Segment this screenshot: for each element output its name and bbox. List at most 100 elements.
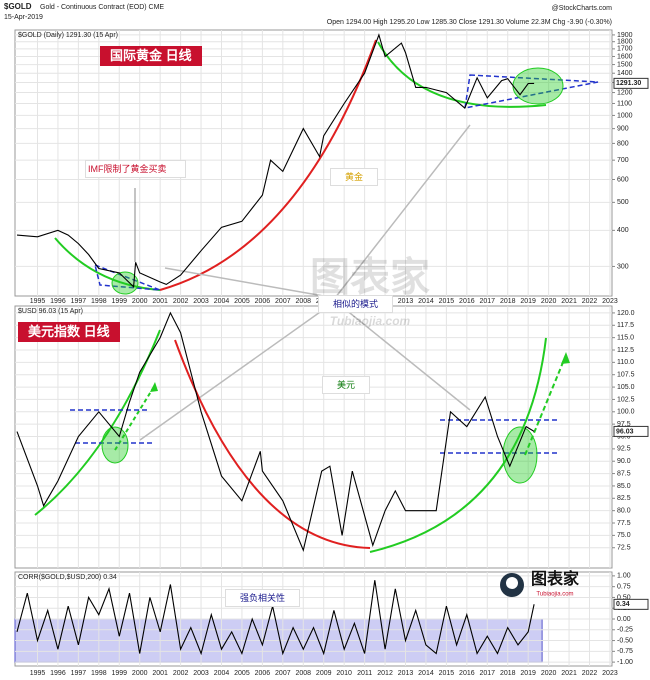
x-tick-label: 1998: [91, 298, 107, 305]
source: @StockCharts.com: [552, 5, 613, 12]
annotation: 美元: [322, 376, 371, 394]
x-tick-label: 2020: [541, 670, 557, 677]
x-tick-label: 2017: [479, 298, 495, 305]
last-value-label: 0.34: [616, 601, 630, 608]
highlight: [101, 426, 129, 464]
x-tick-label: 2015: [439, 298, 455, 305]
x-tick-label: 2019: [520, 670, 536, 677]
x-tick-label: 2008: [295, 298, 311, 305]
trend-curve: [159, 39, 377, 291]
y-tick-label: 72.5: [617, 545, 631, 552]
x-tick-label: 2008: [295, 670, 311, 677]
x-tick-label: 1999: [111, 298, 127, 305]
trend-curve: [377, 41, 547, 108]
x-tick-label: 2000: [132, 298, 148, 305]
y-tick-label: 110.0: [617, 359, 634, 366]
x-tick-label: 2006: [255, 670, 271, 677]
annotation: 相似的模式: [318, 295, 394, 313]
y-tick-label: 115.0: [617, 334, 634, 341]
y-tick-label: 90.0: [617, 458, 631, 465]
logo-icon: [506, 577, 518, 589]
watermark-sub: Tubiaojia.com: [330, 314, 411, 328]
legend: $USD 96.03 (15 Apr): [18, 308, 83, 315]
logo: 图表家: [531, 569, 580, 588]
x-tick-label: 2012: [377, 670, 393, 677]
x-tick-label: 2004: [214, 298, 230, 305]
x-tick-label: 1995: [30, 298, 46, 305]
arrow-head: [561, 352, 570, 364]
y-tick-label: 1000: [617, 112, 633, 119]
pointer: [139, 124, 471, 441]
x-tick-label: 2005: [234, 298, 250, 305]
symbol: $GOLD: [4, 2, 32, 11]
y-tick-label: 1900: [617, 32, 633, 39]
annotation: IMF限制了黄金买卖: [85, 160, 186, 178]
y-tick-label: 1200: [617, 89, 633, 96]
arrow-head: [150, 382, 158, 392]
y-tick-label: 117.5: [617, 322, 634, 329]
y-tick-label: 0.00: [617, 616, 631, 623]
x-tick-label: 2018: [500, 298, 516, 305]
instrument-name: Gold - Continuous Contract (EOD) CME: [40, 4, 164, 11]
x-tick-label: 2016: [459, 670, 475, 677]
x-tick-label: 2021: [561, 298, 577, 305]
last-value-label: 1291.30: [616, 80, 641, 87]
x-tick-label: 1997: [71, 298, 87, 305]
y-tick-label: 800: [617, 140, 629, 147]
x-tick-label: 1996: [50, 670, 66, 677]
x-tick-label: 2013: [398, 670, 414, 677]
y-tick-label: 0.75: [617, 584, 631, 591]
x-tick-label: 1999: [111, 670, 127, 677]
watermark: 图表家: [310, 256, 430, 300]
x-tick-label: 2017: [479, 670, 495, 677]
y-tick-label: 1800: [617, 39, 633, 46]
x-tick-label: 2019: [520, 298, 536, 305]
x-tick-label: 2022: [582, 670, 598, 677]
y-tick-label: 1.00: [617, 573, 631, 580]
x-tick-label: 2023: [602, 298, 618, 305]
overlays: [34, 39, 599, 553]
x-tick-label: 2016: [459, 298, 475, 305]
price-line: [16, 580, 535, 656]
highlight: [502, 426, 538, 484]
logo-sub: Tubiaojia.com: [536, 592, 573, 598]
y-tick-label: 105.0: [617, 384, 635, 391]
x-tick-label: 2001: [152, 298, 168, 305]
x-tick-label: 2002: [173, 298, 189, 305]
legend: $GOLD (Daily) 1291.30 (15 Apr): [18, 32, 118, 39]
triangle: [93, 263, 161, 291]
last-value-tag: [613, 425, 649, 437]
y-tick-label: 80.0: [617, 508, 631, 515]
y-tick-label: -0.25: [617, 627, 633, 634]
y-tick-label: 400: [617, 227, 629, 234]
date: 15-Apr-2019: [4, 14, 43, 21]
last-value-label: 96.03: [616, 428, 634, 435]
y-tick-label: 112.5: [617, 347, 634, 354]
y-tick-label: 1400: [617, 70, 633, 77]
y-tick-label: -0.50: [617, 637, 633, 644]
x-tick-label: 2022: [582, 298, 598, 305]
x-tick-label: 1997: [71, 670, 87, 677]
y-tick-label: 107.5: [617, 372, 635, 379]
y-tick-label: 97.5: [617, 421, 631, 428]
y-tick-label: 900: [617, 125, 629, 132]
y-tick-label: -1.00: [617, 659, 633, 666]
x-tick-label: 2011: [357, 670, 372, 677]
x-tick-label: 2013: [398, 298, 414, 305]
y-tick-label: 300: [617, 263, 629, 270]
x-tick-label: 2014: [418, 670, 434, 677]
x-tick-label: 2005: [234, 670, 250, 677]
y-tick-label: 0.50: [617, 594, 631, 601]
x-tick-label: 2009: [316, 670, 332, 677]
y-tick-label: 102.5: [617, 396, 635, 403]
x-tick-label: 2004: [214, 670, 230, 677]
y-tick-label: 1100: [617, 100, 632, 107]
x-tick-label: 2010: [336, 670, 352, 677]
x-tick-label: 2000: [132, 670, 148, 677]
last-value-tag: [613, 77, 649, 89]
x-tick-label: 2020: [541, 298, 557, 305]
x-tick-label: 1998: [91, 670, 107, 677]
y-tick-label: 600: [617, 176, 629, 183]
y-tick-label: 1700: [617, 46, 633, 53]
x-tick-label: 2007: [275, 670, 291, 677]
